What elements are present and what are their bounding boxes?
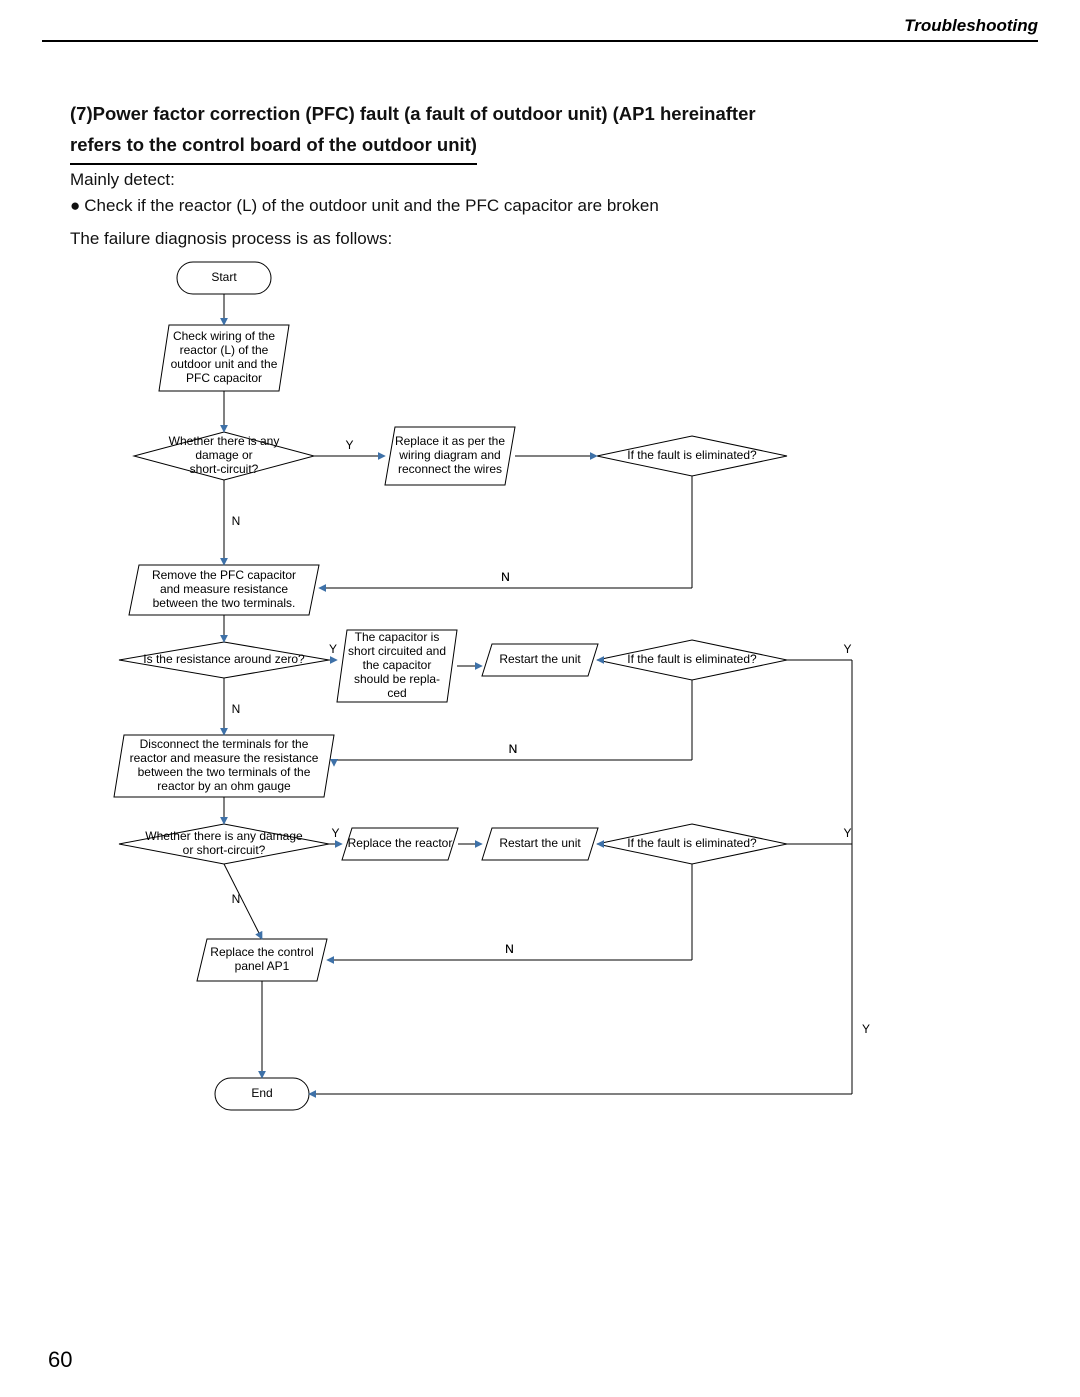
svg-text:N: N xyxy=(232,514,241,528)
svg-text:Is the resistance around zero?: Is the resistance around zero? xyxy=(143,652,305,666)
svg-text:Start: Start xyxy=(211,270,237,284)
svg-text:should be repla-: should be repla- xyxy=(354,672,440,686)
svg-text:Disconnect the terminals for t: Disconnect the terminals for the xyxy=(140,737,309,751)
svg-text:N: N xyxy=(501,570,510,584)
svg-text:short circuited and: short circuited and xyxy=(348,644,446,658)
svg-text:panel AP1: panel AP1 xyxy=(235,959,290,973)
svg-text:N: N xyxy=(232,892,241,906)
svg-text:short-circuit?: short-circuit? xyxy=(190,462,259,476)
svg-text:damage or: damage or xyxy=(195,448,252,462)
svg-text:the capacitor: the capacitor xyxy=(363,658,432,672)
svg-text:The capacitor is: The capacitor is xyxy=(355,630,440,644)
svg-text:Y: Y xyxy=(329,642,337,656)
svg-text:wiring diagram and: wiring diagram and xyxy=(398,448,500,462)
svg-text:reactor by an ohm gauge: reactor by an ohm gauge xyxy=(157,779,291,793)
svg-text:outdoor unit and the: outdoor unit and the xyxy=(171,357,278,371)
svg-text:If the fault is eliminated?: If the fault is eliminated? xyxy=(627,652,757,666)
svg-text:or short-circuit?: or short-circuit? xyxy=(183,843,266,857)
svg-text:between the two terminals.: between the two terminals. xyxy=(153,596,296,610)
svg-text:N: N xyxy=(232,702,241,716)
flowchart: Start Check wiring of thereactor (L) of t… xyxy=(0,0,1080,1397)
svg-text:Replace the reactor: Replace the reactor xyxy=(348,836,453,850)
svg-text:and measure resistance: and measure resistance xyxy=(160,582,288,596)
svg-text:If the fault is eliminated?: If the fault is eliminated? xyxy=(627,448,757,462)
svg-text:Y: Y xyxy=(843,642,851,656)
svg-text:Restart the unit: Restart the unit xyxy=(499,652,581,666)
svg-text:N: N xyxy=(509,742,518,756)
svg-text:If the fault is eliminated?: If the fault is eliminated? xyxy=(627,836,757,850)
svg-text:Y: Y xyxy=(843,826,851,840)
svg-text:Whether there is any damage: Whether there is any damage xyxy=(145,829,303,843)
svg-text:reactor and measure the resist: reactor and measure the resistance xyxy=(130,751,319,765)
svg-text:Check wiring of the: Check wiring of the xyxy=(173,329,275,343)
svg-text:ced: ced xyxy=(387,686,406,700)
svg-text:reconnect the wires: reconnect the wires xyxy=(398,462,502,476)
svg-text:reactor (L) of the: reactor (L) of the xyxy=(180,343,269,357)
svg-text:PFC capacitor: PFC capacitor xyxy=(186,371,262,385)
svg-text:Replace the control: Replace the control xyxy=(210,945,313,959)
page-number: 60 xyxy=(48,1347,72,1373)
svg-text:Whether there is any: Whether there is any xyxy=(169,434,280,448)
svg-text:Restart the unit: Restart the unit xyxy=(499,836,581,850)
svg-text:Y: Y xyxy=(331,826,339,840)
svg-text:Y: Y xyxy=(862,1022,870,1036)
svg-text:between the two terminals of t: between the two terminals of the xyxy=(138,765,311,779)
svg-text:Remove the PFC capacitor: Remove the PFC capacitor xyxy=(152,568,296,582)
page: Troubleshooting (7)Power factor correcti… xyxy=(0,0,1080,1397)
svg-text:N: N xyxy=(505,942,514,956)
svg-text:Y: Y xyxy=(345,438,353,452)
svg-text:Replace it as per the: Replace it as per the xyxy=(395,434,505,448)
svg-text:End: End xyxy=(251,1086,272,1100)
